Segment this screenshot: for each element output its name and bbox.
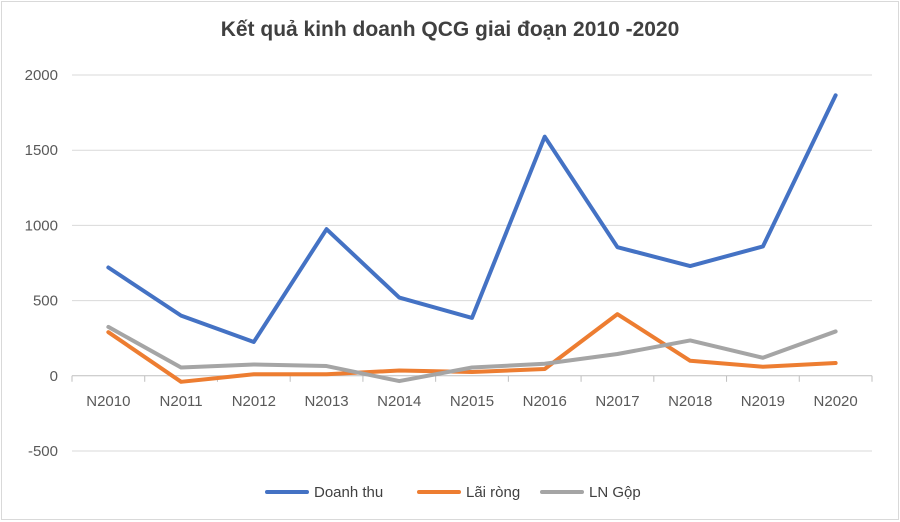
series-line bbox=[106, 93, 838, 344]
series-lines bbox=[106, 93, 838, 384]
chart-title: Kết quả kinh doanh QCG giai đoạn 2010 -2… bbox=[220, 18, 680, 41]
x-tick-label: N2015 bbox=[450, 393, 494, 410]
x-tick-label: N2018 bbox=[668, 393, 712, 410]
x-tick-label: N2012 bbox=[232, 393, 276, 410]
x-tick-label: N2017 bbox=[595, 393, 639, 410]
y-tick-label: 500 bbox=[33, 293, 58, 310]
y-axis-ticks: -500 0 500 1000 1500 2000 bbox=[25, 67, 58, 460]
x-tick-label: N2014 bbox=[377, 393, 421, 410]
y-tick-label: 1500 bbox=[25, 142, 58, 159]
y-tick-label: -500 bbox=[28, 443, 58, 460]
y-tick-label: 0 bbox=[50, 368, 58, 385]
x-axis-ticks: N2010 N2011 N2012 N2013 N2014 N2015 N2016 N2017… bbox=[86, 393, 857, 410]
legend-label: Lãi ròng bbox=[466, 484, 520, 501]
series-line bbox=[106, 324, 838, 384]
x-tick-label: N2020 bbox=[814, 393, 858, 410]
x-tick-label: N2011 bbox=[160, 393, 203, 410]
series-line bbox=[106, 312, 838, 384]
y-tick-label: 1000 bbox=[25, 217, 58, 234]
gridlines bbox=[72, 74, 872, 452]
x-tick-label: N2010 bbox=[86, 393, 130, 410]
legend: Doanh thu Lãi ròng LN Gộp bbox=[265, 484, 641, 501]
legend-label: Doanh thu bbox=[314, 484, 383, 501]
x-tick-label: N2019 bbox=[741, 393, 785, 410]
y-tick-label: 2000 bbox=[25, 67, 58, 84]
x-tick-label: N2016 bbox=[523, 393, 567, 410]
legend-label: LN Gộp bbox=[589, 484, 641, 501]
x-tick-label: N2013 bbox=[304, 393, 348, 410]
